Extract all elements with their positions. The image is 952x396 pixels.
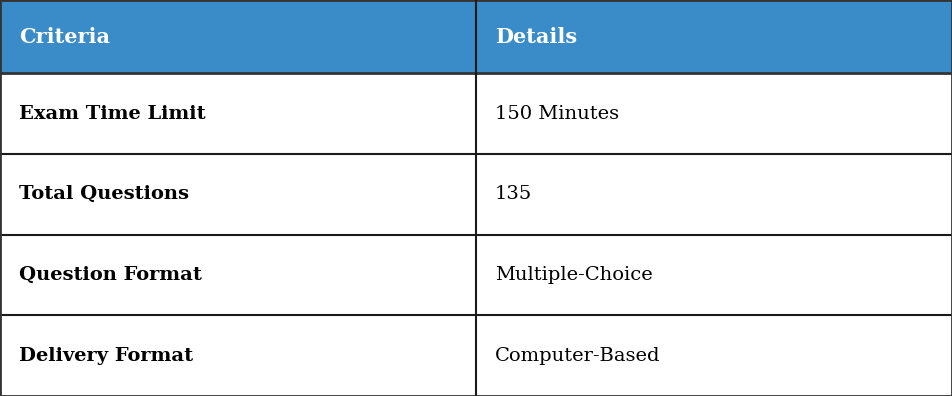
Text: 150 Minutes: 150 Minutes (495, 105, 619, 123)
Text: Total Questions: Total Questions (19, 185, 189, 203)
Text: Criteria: Criteria (19, 27, 110, 47)
Text: Computer-Based: Computer-Based (495, 346, 661, 365)
Text: Delivery Format: Delivery Format (19, 346, 193, 365)
Bar (0, 234, 952, 315)
Bar (0, 154, 952, 234)
Text: 135: 135 (495, 185, 532, 203)
Text: Details: Details (495, 27, 577, 47)
Bar (0, 0, 952, 73)
Text: Multiple-Choice: Multiple-Choice (495, 266, 653, 284)
Text: Question Format: Question Format (19, 266, 202, 284)
Bar (0, 73, 952, 154)
Text: Exam Time Limit: Exam Time Limit (19, 105, 206, 123)
Bar (0, 315, 952, 396)
